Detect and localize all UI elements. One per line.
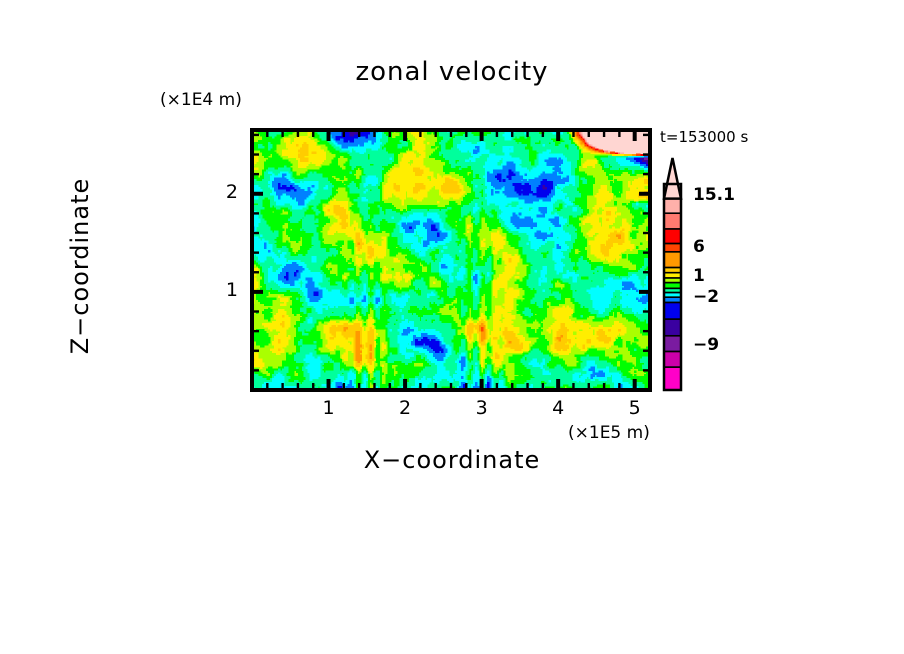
colorbar-tick-label: −2 bbox=[693, 287, 720, 307]
axes-frame bbox=[250, 128, 652, 392]
contour-field bbox=[252, 130, 650, 390]
y-tick-label: 1 bbox=[225, 278, 238, 301]
colorbar bbox=[662, 157, 683, 392]
x-tick-label: 3 bbox=[475, 397, 488, 419]
colorbar-tick-label: −9 bbox=[693, 335, 720, 355]
colorbar-tick-label: 6 bbox=[693, 237, 705, 257]
y-axis-units-label: (×1E4 m) bbox=[160, 90, 242, 110]
y-tick-label: 2 bbox=[225, 180, 238, 203]
x-tick-label: 2 bbox=[399, 397, 412, 419]
colorbar-tick-label: 1 bbox=[693, 266, 705, 286]
x-tick-label: 1 bbox=[322, 397, 335, 419]
x-axis-units-label: (×1E5 m) bbox=[568, 423, 650, 443]
time-annotation: t=153000 s bbox=[660, 128, 749, 146]
x-axis-title: X−coordinate bbox=[363, 446, 541, 474]
x-tick-label: 5 bbox=[628, 397, 641, 419]
x-tick-label: 4 bbox=[552, 397, 565, 419]
colorbar-tick-label: 15.1 bbox=[693, 185, 735, 205]
page-title: zonal velocity bbox=[355, 57, 549, 87]
